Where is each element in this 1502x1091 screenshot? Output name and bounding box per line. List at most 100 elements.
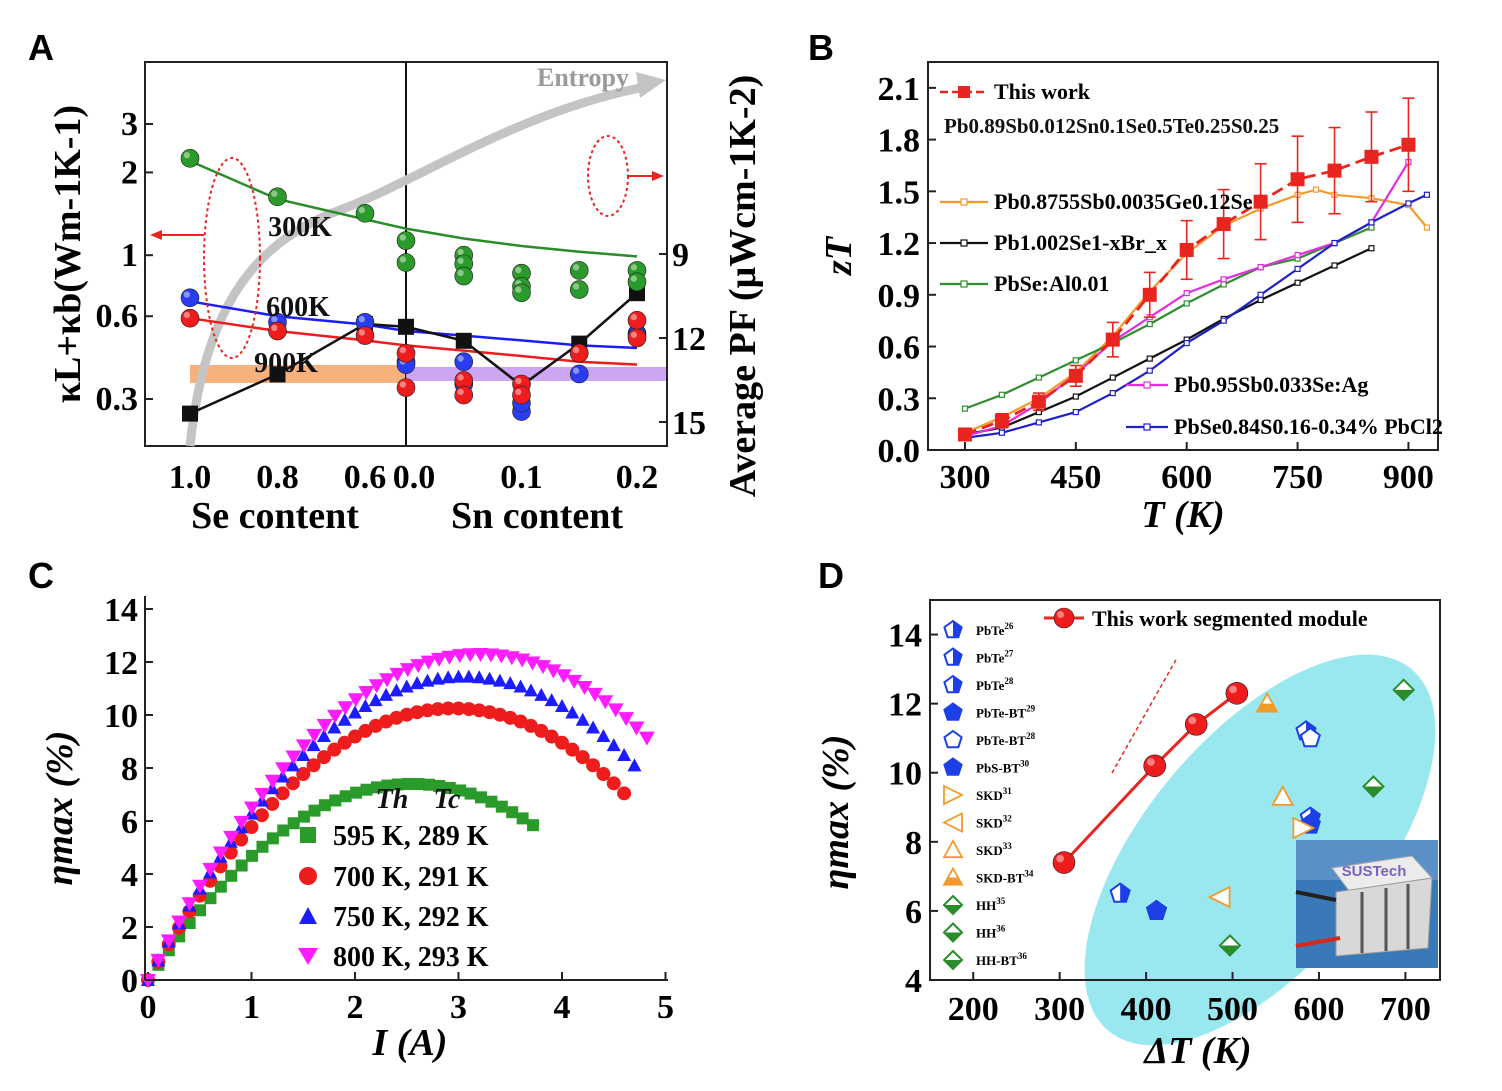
- k900-point-highlight: [630, 313, 637, 321]
- k300-point-body: [569, 280, 589, 299]
- k900-point-body: [454, 385, 474, 405]
- this-work-point-body: [1143, 754, 1167, 778]
- eta-point-700k: [316, 750, 331, 765]
- eta-point-750k: [565, 705, 580, 719]
- k300-point: [512, 283, 531, 303]
- eta-point-750k: [575, 712, 590, 726]
- k900-point-body: [627, 328, 647, 348]
- legend-marker: [942, 866, 964, 886]
- legend-label: Pb1.002Se1-xBr_x: [994, 230, 1167, 255]
- legend-label-ref: 31: [1003, 786, 1013, 796]
- fit300-curve: [189, 159, 638, 258]
- eta-point-800k: [295, 739, 312, 754]
- legend-label-ref: 36: [1018, 951, 1028, 961]
- legend-marker: [1143, 381, 1151, 389]
- zt-point-5: [1146, 367, 1153, 374]
- panel-c-xtick: 2: [347, 989, 364, 1026]
- panel-d-xtick: 400: [1121, 991, 1172, 1028]
- k900-point-highlight: [399, 381, 406, 388]
- panel-a-ytick-right: 15: [672, 405, 706, 442]
- k300-point-highlight: [399, 234, 406, 241]
- zt-point-2: [1072, 393, 1079, 400]
- left-axis-ellipse: [203, 157, 261, 359]
- eta-point-800k: [181, 897, 198, 912]
- eta-point-800k: [576, 681, 593, 696]
- legend-label: 750 K, 292 K: [333, 902, 489, 933]
- legend-label-ref: 27: [1004, 649, 1014, 659]
- k900-point-highlight: [457, 374, 464, 381]
- red-wire: [1295, 936, 1341, 948]
- k600-point-body: [180, 288, 200, 308]
- eta-point-800k: [212, 846, 229, 861]
- comparison-point-half: [1363, 786, 1384, 797]
- eta-point-800k: [285, 750, 302, 765]
- k900-point-highlight: [399, 346, 406, 354]
- eta-point-700k: [472, 703, 487, 718]
- zt-point-4: [1220, 276, 1227, 283]
- eta-point-595k: [412, 778, 425, 791]
- panel-d-ytick: 14: [888, 618, 922, 655]
- eta-point-750k: [596, 729, 611, 743]
- eta-point-595k: [298, 810, 311, 823]
- legend-label-ref: 28: [1026, 731, 1036, 741]
- k300-point-highlight: [399, 256, 406, 263]
- performance-region-ellipse: [1084, 654, 1436, 1046]
- entropy-label: Entropy: [537, 63, 629, 92]
- legend-marker: [943, 729, 963, 749]
- comparison-point-shape: [1207, 885, 1231, 909]
- comparison-point-shape: [1292, 816, 1316, 840]
- eta-point-800k: [368, 679, 385, 694]
- eta-point-800k: [160, 934, 177, 949]
- legend-marker-shape: [943, 757, 963, 776]
- k900-point-body: [355, 326, 375, 345]
- k900-point: [396, 343, 416, 363]
- zt-point-2: [1368, 245, 1375, 252]
- zt-point-3: [961, 405, 969, 412]
- panel-a-ytick-left: 3: [121, 106, 138, 143]
- legend-label-name: HH: [976, 898, 996, 913]
- eta-point-800k: [347, 693, 364, 708]
- panel-b-chart: 300 450 600 750 900 0.0 0.3 0.6 0.9 1.2 1.5 1.8 2.1 T…: [818, 61, 1443, 536]
- panel-d-xtick: 300: [1034, 991, 1085, 1028]
- panel-b-xtick: 450: [1050, 459, 1101, 496]
- eta-point-750k: [472, 670, 487, 684]
- comparison-point-half: [1257, 703, 1278, 712]
- eta-point-800k: [472, 648, 489, 663]
- legend-label-name: PbTe-BT: [976, 706, 1026, 721]
- k900-point-body: [180, 308, 200, 328]
- eta-point-750k: [358, 699, 373, 713]
- eta-point-700k: [265, 796, 280, 811]
- panel-c-xtick: 0: [140, 989, 157, 1026]
- k300-point-body: [396, 231, 416, 250]
- legend-marker: [943, 674, 963, 694]
- zt-point-3: [998, 391, 1006, 398]
- zt-point-5: [1405, 200, 1412, 207]
- eta-point-595k: [495, 800, 508, 813]
- eta-point-750k: [285, 758, 300, 772]
- eta-point-800k: [254, 787, 271, 802]
- panel-b-ytick: 1.5: [878, 174, 921, 211]
- zt-point-this-work: [1216, 217, 1231, 232]
- eta-point-750k: [410, 676, 425, 690]
- legend-label: SKD-BT34: [976, 869, 1034, 886]
- panel-c-xtick: 1: [243, 989, 260, 1026]
- zt-point-5: [1423, 191, 1431, 198]
- legend-marker: [943, 784, 965, 806]
- eta-point-700k: [596, 766, 611, 781]
- legend-label-name: PbTe: [976, 651, 1005, 666]
- eta-point-800k: [399, 663, 416, 678]
- zt-point-this-work: [957, 427, 972, 442]
- panel-c-ytick: 4: [121, 857, 138, 894]
- legend-this-work-label: This work segmented module: [1092, 606, 1368, 631]
- panel-b-ytick: 2.1: [878, 71, 921, 108]
- zt-point-3: [1220, 281, 1227, 288]
- panel-d-xtick: 500: [1207, 991, 1258, 1028]
- panel-d-xtick: 200: [948, 991, 999, 1028]
- legend-label-name: HH-BT: [976, 953, 1018, 968]
- eta-point-750k: [379, 687, 394, 701]
- zt-line-2: [964, 247, 1372, 436]
- zt-point-4: [1257, 264, 1264, 271]
- eta-point-750k: [296, 747, 311, 761]
- eta-point-595k: [194, 904, 207, 917]
- eta-point-595k: [287, 817, 300, 830]
